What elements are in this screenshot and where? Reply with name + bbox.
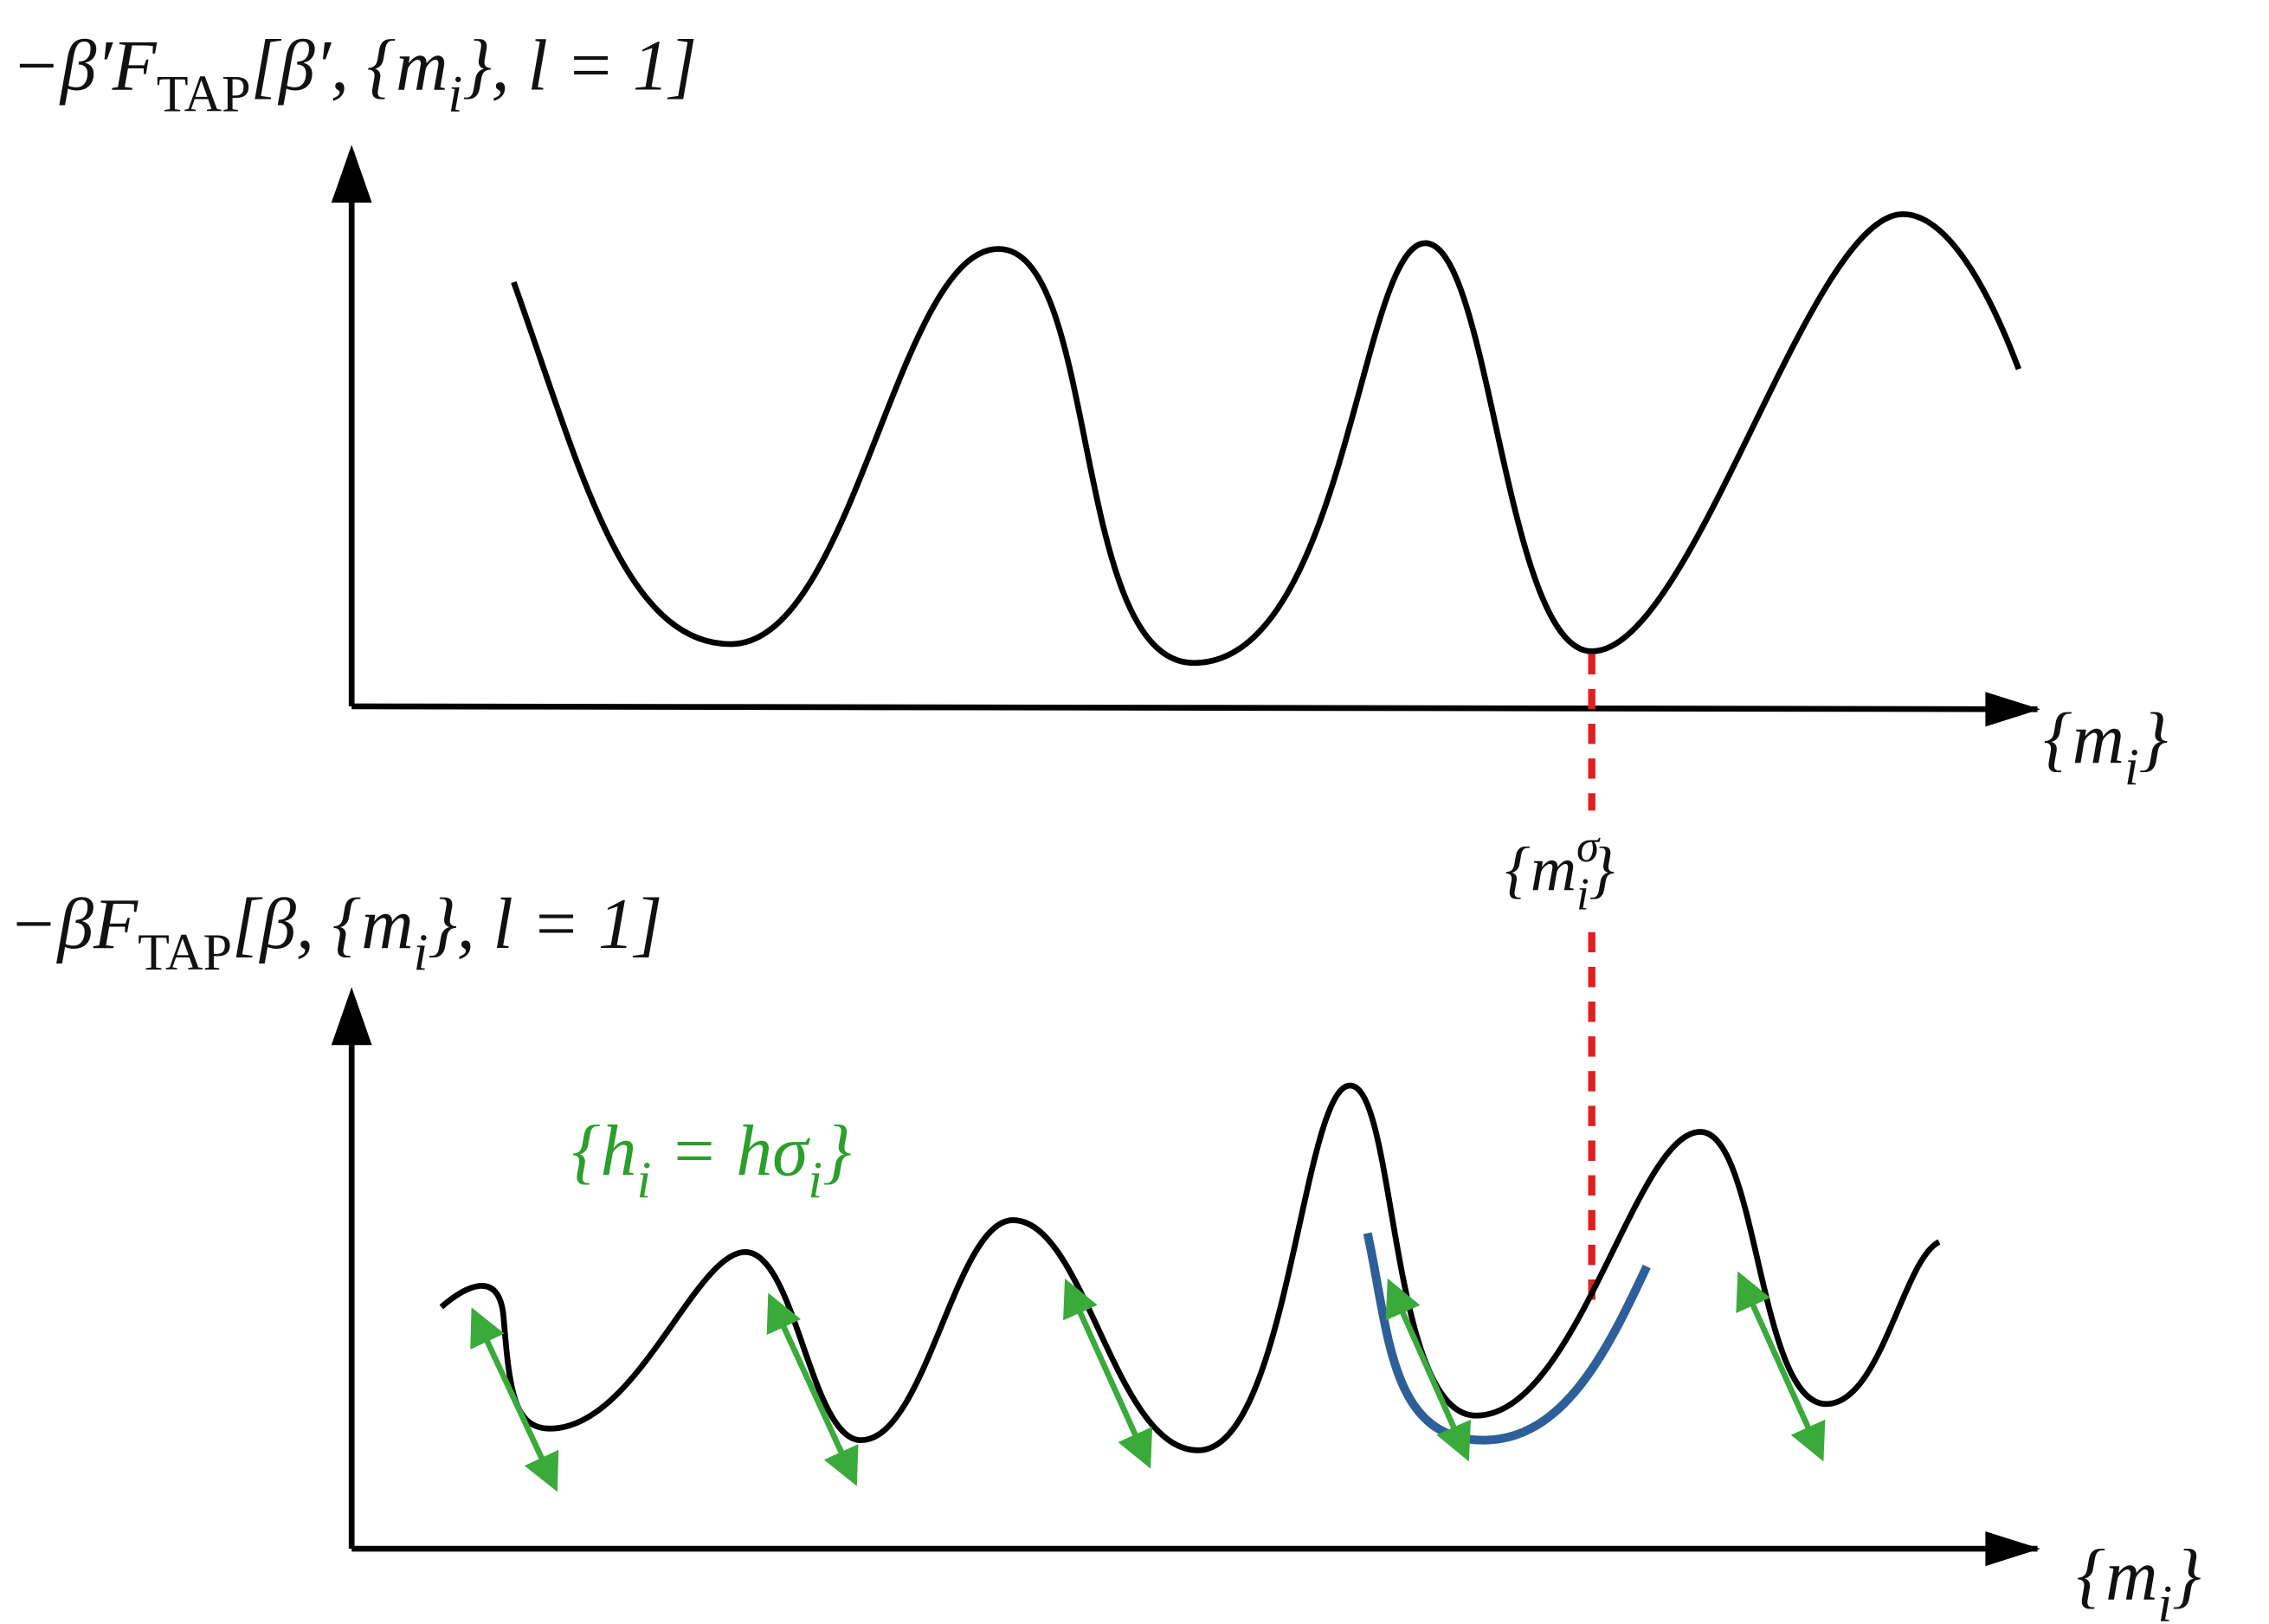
label-text: } [2172,1537,2201,1616]
field-arrow [1385,1278,1472,1462]
subscript: i [636,1151,651,1209]
label-text: {h [571,1112,636,1192]
subscript: i [2124,738,2139,796]
label-text: {m [1505,833,1576,904]
free-energy-curve [439,1082,1941,1453]
field-arrows [470,1271,1826,1492]
axis-arrow [1985,692,2040,727]
label-text: {m [2043,699,2124,779]
bottom-x-label: {mi} [2077,1537,2201,1624]
subscript: i [2157,1576,2172,1624]
subscript: TAP [138,924,232,982]
label-text: }, l = 1] [462,27,697,106]
bottom-axis-title: −βFTAP[β, {mi}, l = 1] [9,885,662,982]
label-text: −βF [9,885,139,964]
label-text: } [822,1112,851,1192]
tilted-basin [1363,1232,1651,1445]
axis-arrow [331,987,372,1046]
field-arrow [1736,1271,1826,1462]
label-text: } [1589,833,1615,904]
superscript: σ [1576,822,1601,872]
subscript: TAP [157,66,251,124]
label-text: [β′, {m [251,27,448,106]
subscript: i [808,1151,822,1209]
subscript: i [448,66,463,124]
minimum-label: {mσ i} [1505,822,1615,919]
field-arrow [1063,1278,1153,1469]
top-x-label: {mi} [2043,699,2168,796]
field-arrow [766,1292,859,1486]
label-text: {m [2077,1537,2158,1616]
axis-arrow [1985,1531,2040,1567]
field-label: {hi = hσi} [571,1112,851,1209]
label-text: = hσ [651,1112,810,1192]
label-background [1490,810,1701,919]
label-text: }, l = 1] [428,885,662,964]
free-energy-curve [511,211,2021,667]
field-arrow [470,1307,559,1492]
axis-arrow [331,145,372,203]
x-axis [351,703,2038,712]
label-text: [β, {m [232,885,414,964]
top-axis-title: −β′FTAP[β′, {mi}, l = 1] [11,27,697,124]
subscript: i [414,924,429,982]
label-text: } [2139,699,2168,779]
label-text: −β′F [11,27,157,106]
subscript: i [1576,869,1589,919]
